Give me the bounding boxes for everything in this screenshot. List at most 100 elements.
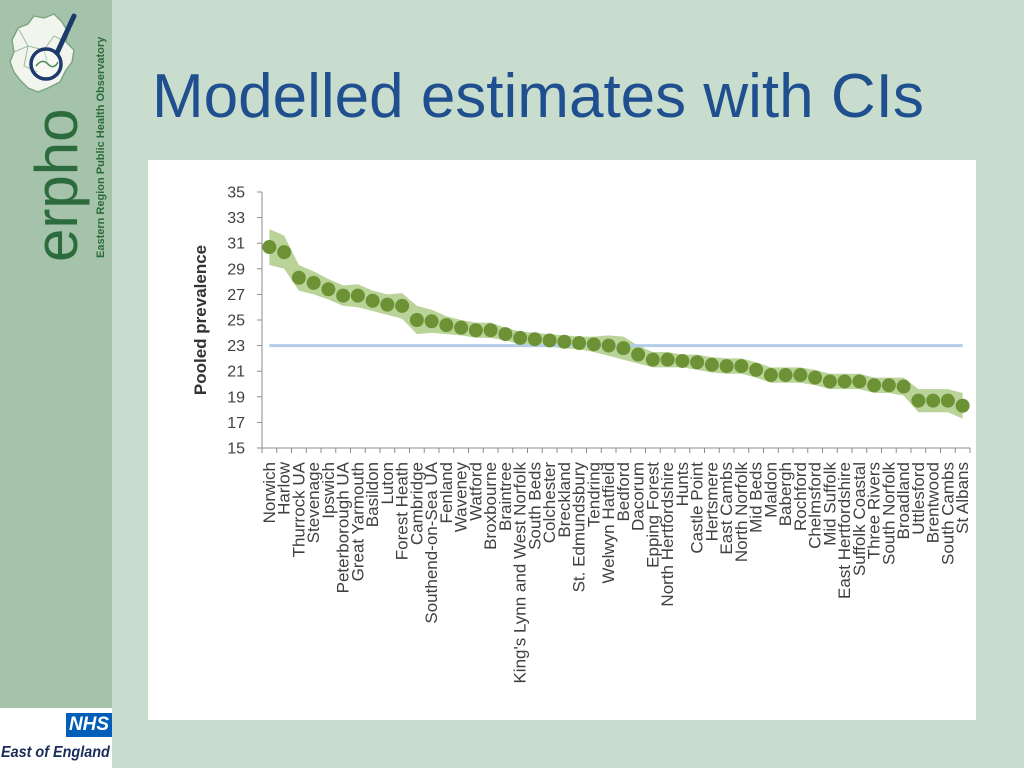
x-tick-label: Breckland — [555, 462, 574, 538]
x-tick-label: Mid Beds — [747, 462, 766, 533]
data-point — [719, 359, 734, 374]
x-tick-label: Broxbourne — [481, 462, 500, 550]
x-tick-label: Castle Point — [688, 462, 707, 554]
x-tick-label: Hunts — [673, 462, 692, 506]
data-point — [675, 353, 690, 368]
x-tick-label: South Cambs — [938, 462, 957, 565]
point-layer — [262, 240, 970, 413]
x-tick-label: Suffolk Coastal — [850, 462, 869, 576]
data-point — [822, 374, 837, 389]
map-magnifier-icon — [9, 13, 77, 93]
data-point — [527, 332, 542, 347]
data-point — [616, 341, 631, 356]
chart-panel: 15 17 19 21 23 25 27 29 31 33 35 Norwich Harlow Thurr… — [148, 160, 976, 720]
x-tick-label: St Albans — [953, 462, 972, 534]
magnifier-lens — [29, 47, 63, 81]
x-tick-label: Epping Forest — [643, 462, 662, 568]
x-tick-label: Colchester — [540, 462, 559, 544]
x-tick-label: Waveney — [452, 462, 471, 533]
x-tick-label: Ipswich — [319, 462, 338, 519]
prevalence-chart: 15 17 19 21 23 25 27 29 31 33 35 NorwichHarlowThurr… — [191, 185, 972, 684]
x-tick-label: Peterborough UA — [334, 461, 353, 593]
data-point — [690, 355, 705, 370]
x-tick-label: Bedford — [614, 462, 633, 522]
band-layer — [269, 229, 963, 419]
data-point — [940, 393, 955, 408]
magnifier-detail — [35, 60, 59, 68]
x-tick-label: Watford — [466, 462, 485, 521]
x-tick-label: Luton — [378, 462, 397, 505]
x-tick-label: Thurrock UA — [289, 461, 308, 557]
nhs-logo: NHS East of England — [0, 708, 112, 768]
data-point — [660, 352, 675, 367]
y-tick-label: 35 — [227, 185, 245, 202]
y-tick-label: 21 — [227, 364, 245, 381]
x-tick-label: East Hertfordshire — [835, 462, 854, 599]
x-tick-label: Basildon — [363, 462, 382, 527]
x-tick-label: St. Edmundsbury — [570, 462, 589, 593]
data-point — [704, 357, 719, 372]
x-tick-label: Stevenage — [304, 462, 323, 543]
x-tick-label: Fenland — [437, 462, 456, 523]
x-tick-label: Brentwood — [924, 462, 943, 543]
erpho-logo: erpho Eastern Region Public Health Obser… — [9, 13, 107, 262]
y-axis-label: Pooled prevalence — [191, 245, 210, 395]
data-point — [306, 275, 321, 290]
data-point — [291, 270, 306, 285]
data-point — [409, 313, 424, 327]
data-point — [454, 320, 469, 335]
slide-title: Modelled estimates with CIs — [152, 62, 924, 131]
data-point — [955, 398, 970, 413]
data-point — [277, 245, 292, 260]
data-point — [336, 288, 351, 303]
data-point — [395, 298, 410, 313]
data-point — [837, 374, 852, 389]
x-tick-label: Braintree — [496, 462, 515, 531]
data-point — [557, 334, 572, 349]
data-point — [763, 368, 778, 383]
data-point — [896, 379, 911, 394]
data-point — [439, 318, 454, 333]
data-point — [586, 337, 601, 352]
data-point — [365, 293, 380, 308]
data-point — [631, 347, 646, 362]
map-boundaries — [13, 27, 67, 73]
data-point — [483, 323, 498, 338]
data-point — [424, 314, 439, 329]
data-point — [911, 393, 926, 408]
x-tick-label: Forest Heath — [393, 462, 412, 560]
data-point — [734, 359, 749, 374]
x-tick-label: Dacorum — [629, 462, 648, 531]
data-point — [321, 282, 336, 297]
data-point — [645, 352, 660, 367]
data-point — [926, 393, 941, 408]
logo-wordmark: erpho — [23, 109, 90, 262]
nhs-badge: NHS — [66, 713, 112, 737]
x-tick-label: Southend-on-Sea UA — [422, 461, 441, 623]
data-point — [380, 297, 395, 312]
data-point — [867, 378, 882, 393]
axis-layer — [257, 191, 971, 453]
confidence-interval-band — [269, 229, 963, 419]
x-tick-label: Norwich — [260, 462, 279, 523]
y-tick-label: 33 — [227, 210, 245, 227]
x-tick-label: Harlow — [275, 461, 294, 515]
y-tick-label: 31 — [227, 236, 245, 253]
nhs-region-name: East of England — [1, 744, 110, 761]
data-point — [572, 336, 587, 351]
y-tick-label: 17 — [227, 415, 245, 432]
x-tick-label: Uttlesford — [909, 462, 928, 535]
y-tick-label: 19 — [227, 389, 245, 406]
x-tick-label: Cambridge — [407, 462, 426, 545]
x-tick-label: South Beds — [525, 462, 544, 550]
data-point — [808, 370, 823, 385]
x-tick-label: King's Lynn and West Norfolk — [511, 462, 530, 684]
x-tick-label: Three Rivers — [865, 462, 884, 559]
data-point — [749, 362, 764, 377]
data-point — [262, 240, 277, 255]
x-tick-label: Babergh — [776, 462, 795, 526]
x-tick-label: Rochford — [791, 462, 810, 531]
y-tick-label: 15 — [227, 441, 245, 458]
y-tick-label: 25 — [227, 313, 245, 330]
x-tick-label: Welwyn Hatfield — [599, 462, 618, 584]
